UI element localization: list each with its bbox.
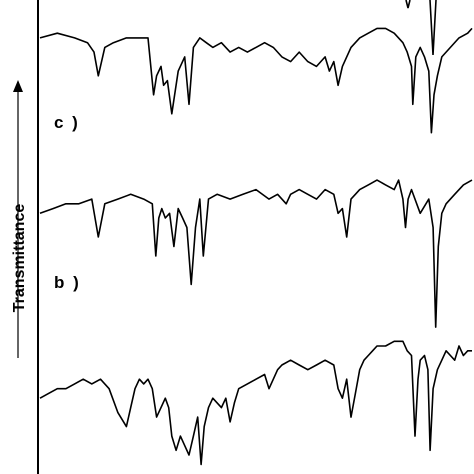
spectrum-b-line xyxy=(39,179,473,328)
spectrum-a-line xyxy=(39,340,472,466)
spectrum-d-partial-line xyxy=(405,0,437,56)
spectra-traces xyxy=(39,0,473,466)
spectrum-c-line xyxy=(39,27,473,134)
panel-label-b: b ) xyxy=(54,273,81,292)
panel-label-c: c ) xyxy=(54,113,80,132)
y-axis-label: Transmittance xyxy=(10,204,30,312)
y-axis-label-text: Transmittance xyxy=(11,203,28,313)
y-axis-arrow-head xyxy=(13,80,23,92)
